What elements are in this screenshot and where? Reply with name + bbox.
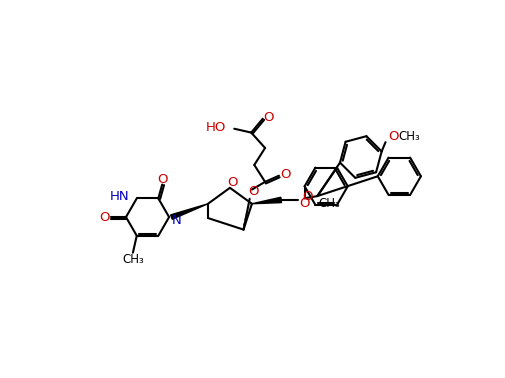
Text: HN: HN — [110, 190, 129, 203]
Text: O: O — [99, 211, 110, 223]
Text: CH₃: CH₃ — [398, 130, 420, 143]
Text: O: O — [263, 111, 273, 124]
Text: CH₃: CH₃ — [319, 197, 340, 210]
Text: O: O — [158, 173, 168, 186]
Text: O: O — [280, 168, 290, 181]
Text: O: O — [227, 176, 237, 189]
Polygon shape — [171, 204, 208, 219]
Text: N: N — [172, 214, 182, 227]
Text: CH₃: CH₃ — [122, 253, 144, 266]
Text: O: O — [248, 185, 259, 198]
Text: O: O — [302, 190, 313, 203]
Polygon shape — [252, 197, 281, 204]
Text: O: O — [388, 130, 398, 143]
Text: O: O — [299, 197, 310, 210]
Text: HO: HO — [206, 121, 227, 134]
